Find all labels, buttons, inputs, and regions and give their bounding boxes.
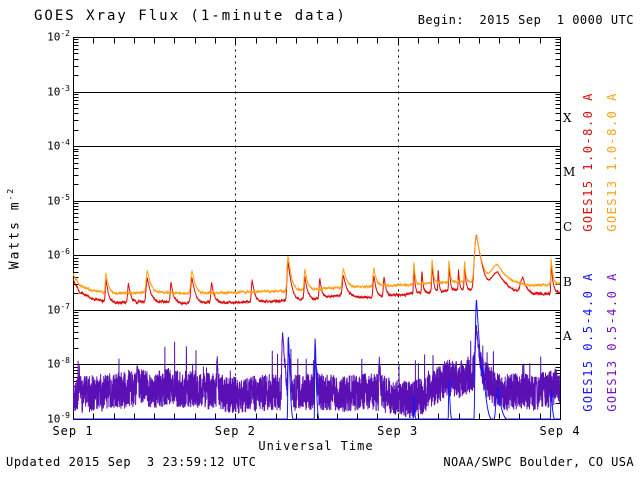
y-axis-tick-label: 10-5 (47, 192, 70, 208)
y-axis-tick-label: 10-8 (47, 356, 70, 372)
x-axis-tick-label: Sep 1 (52, 424, 94, 438)
flare-class-label: X (563, 110, 572, 125)
legend-goes15-short: GOES15 0.5-4.0 A (581, 272, 595, 412)
y-axis-title: Watts m-2 (6, 128, 22, 328)
y-axis-tick-label: 10-7 (47, 301, 70, 317)
x-axis-tick-label: Sep 3 (377, 424, 419, 438)
begin-time-label: Begin: 2015 Sep 1 0000 UTC (417, 13, 634, 27)
series-goes15-short (73, 299, 560, 420)
y-axis-tick-label: 10-4 (47, 138, 70, 153)
series-goes13-long (73, 235, 560, 297)
chart-title: GOES Xray Flux (1-minute data) (34, 8, 347, 24)
series-goes13-short (73, 324, 560, 419)
series-goes15-long (73, 234, 560, 307)
flare-class-label: M (563, 165, 576, 180)
legend-goes13-long: GOES13 1.0-8.0 A (605, 92, 619, 232)
updated-timestamp: Updated 2015 Sep 3 23:59:12 UTC (6, 455, 257, 469)
x-axis-tick-label: Sep 2 (214, 424, 256, 438)
x-axis-title: Universal Time (258, 439, 374, 453)
legend-goes15-long: GOES15 1.0-8.0 A (581, 92, 595, 232)
legend-goes13-short: GOES13 0.5-4.0 A (605, 272, 619, 412)
flare-class-label: A (563, 329, 572, 344)
plot-frame (73, 37, 561, 420)
y-axis-title-base: Watts m (7, 200, 23, 270)
y-axis-title-exponent: -2 (6, 186, 15, 201)
x-axis-tick-label: Sep 4 (539, 424, 581, 438)
y-axis-tick-label: 10-3 (47, 83, 70, 99)
y-axis-tick-label: 10-2 (47, 29, 70, 44)
data-source: NOAA/SWPC Boulder, CO USA (443, 455, 634, 469)
flare-class-label: B (563, 274, 572, 289)
flare-class-label: C (563, 220, 573, 234)
y-axis-tick-label: 10-6 (47, 247, 70, 262)
y-axis-tick-label: 10-9 (47, 411, 70, 426)
